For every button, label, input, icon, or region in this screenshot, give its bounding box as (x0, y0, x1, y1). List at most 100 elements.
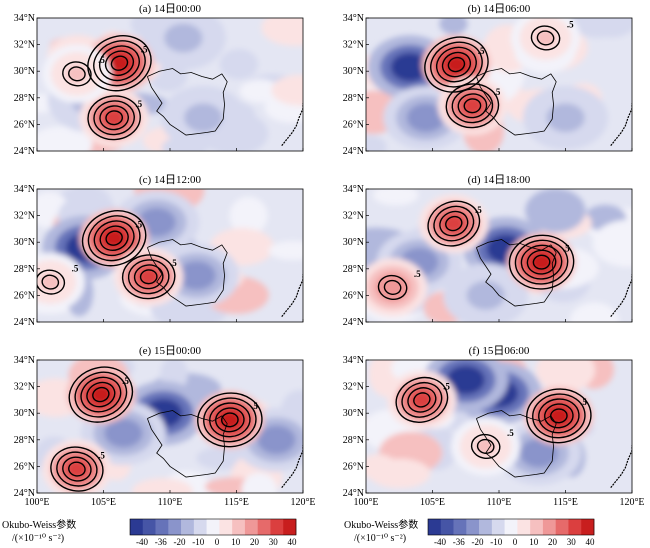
lat-tick-label: 30°N (14, 408, 35, 419)
colorbar-2: Okubo-Weiss参数 /(×10⁻¹⁰ s⁻²) -40 -36 -20 -10 0 1… (344, 518, 595, 547)
contour-line (413, 392, 431, 408)
contour-line (435, 46, 477, 83)
lat-tick-label: 34°N (14, 184, 35, 195)
colorbar-swatch (130, 519, 144, 535)
contour-line (451, 88, 494, 124)
contour-line (50, 446, 104, 492)
panel-title: (b) 14日06:00 (468, 3, 531, 15)
negative-center (390, 52, 430, 82)
contour-line (530, 25, 561, 51)
contour-line (544, 403, 574, 429)
lat-tick-label: 28°N (343, 264, 364, 275)
coastline (610, 274, 632, 318)
positive-center (109, 54, 130, 72)
lat-tick-label: 26°N (14, 290, 35, 301)
positive-center (535, 29, 556, 47)
contour-label: .5 (170, 258, 177, 268)
colorbar-tick-label: -36 (453, 537, 465, 547)
contour-line (532, 254, 551, 270)
field-patch (368, 458, 431, 489)
field-patch (241, 472, 277, 493)
panels-layer: .5 .5 .5 (a) 14日00:00 24°N 26°N 28°N 30°N 32°N 34… (14, 3, 645, 508)
contour-line (68, 461, 86, 477)
contour-label: .5 (478, 46, 485, 56)
field-patch (219, 49, 259, 80)
contour-line (98, 45, 140, 82)
negative-center (466, 281, 505, 310)
colorbar-tick-label: 20 (250, 537, 260, 547)
contour-line (74, 371, 128, 418)
field-patch (268, 241, 303, 261)
colorbar-tick-label: 0 (513, 537, 518, 547)
contour-label: .5 (580, 397, 587, 407)
colorbar-tick-label: -40 (434, 537, 446, 547)
colorbar-swatch (257, 519, 271, 535)
contour-line (457, 93, 488, 119)
negative-center (184, 103, 223, 133)
contour-line (215, 407, 245, 433)
contour-label: .5 (414, 269, 421, 279)
colorbar-swatch (504, 519, 518, 535)
lat-tick-label: 34°N (343, 184, 364, 195)
contour-line (87, 95, 141, 141)
colorbar-tick-label: 40 (586, 537, 596, 547)
contour-line (99, 225, 129, 252)
colorbar-swatch (193, 519, 207, 535)
colorbar-1: Okubo-Weiss参数 /(×10⁻¹⁰ s⁻²) -40 -36 -20 -10 0 1… (2, 518, 297, 547)
colorbar-swatch (283, 519, 297, 535)
panel-title: (e) 15日00:00 (139, 345, 202, 357)
contour-line (104, 50, 135, 77)
lon-tick-label: 105°E (420, 497, 445, 508)
lon-tick-label: 115°E (553, 497, 578, 508)
lat-tick-label: 32°N (343, 382, 364, 393)
field-patch (261, 18, 303, 46)
negative-center (546, 103, 585, 133)
negative-center (257, 425, 296, 455)
contours (424, 25, 561, 129)
contour-line (110, 55, 129, 71)
field-patch (271, 74, 303, 106)
lat-tick-label: 24°N (14, 146, 35, 157)
positive-center (382, 278, 403, 297)
colorbar-swatch (142, 519, 156, 535)
lat-tick-label: 26°N (343, 461, 364, 472)
contour-line (62, 456, 92, 482)
positive-center (446, 55, 467, 74)
colorbar-swatch (581, 519, 595, 535)
colorbar-tick-label: 30 (269, 537, 279, 547)
contour-line (68, 366, 134, 423)
lat-tick-label: 34°N (14, 13, 35, 24)
panel-title: (f) 15日06:00 (469, 345, 530, 357)
lat-tick-label: 28°N (343, 435, 364, 446)
contour-line (549, 408, 568, 424)
contour-line (514, 239, 569, 285)
contour-line (81, 210, 147, 267)
contour-line (56, 451, 98, 487)
colorbar-swatch (206, 519, 220, 535)
colorbar-title: Okubo-Weiss参数 (2, 518, 76, 531)
lat-tick-label: 28°N (343, 93, 364, 104)
contour-line (407, 387, 437, 413)
contour-label: .5 (443, 381, 450, 391)
lat-tick-label: 24°N (343, 146, 364, 157)
coastline (281, 445, 303, 489)
contour-line (401, 381, 443, 418)
lon-tick-label: 100°E (353, 497, 378, 508)
field-patch (439, 18, 468, 35)
contour-line (209, 402, 251, 438)
lat-tick-label: 30°N (14, 237, 35, 248)
panel-d: .5 .5 .5 (d) 14日18:00 24°N 26°N 28°N 30°N 32°N 34… (343, 174, 633, 328)
contour-label: .5 (135, 99, 142, 109)
colorbar-swatch (555, 519, 569, 535)
contour-line (87, 35, 152, 92)
lat-tick-label: 26°N (14, 119, 35, 130)
contour-label: .5 (98, 55, 105, 65)
contour-line (447, 56, 466, 73)
panel-title: (c) 14日12:00 (139, 174, 202, 186)
field-patch (229, 196, 268, 236)
contours (62, 35, 152, 141)
colorbar-swatch (530, 519, 544, 535)
lat-tick-label: 34°N (14, 355, 35, 366)
lat-tick-label: 28°N (14, 435, 35, 446)
colorbar-title: Okubo-Weiss参数 (344, 518, 418, 531)
